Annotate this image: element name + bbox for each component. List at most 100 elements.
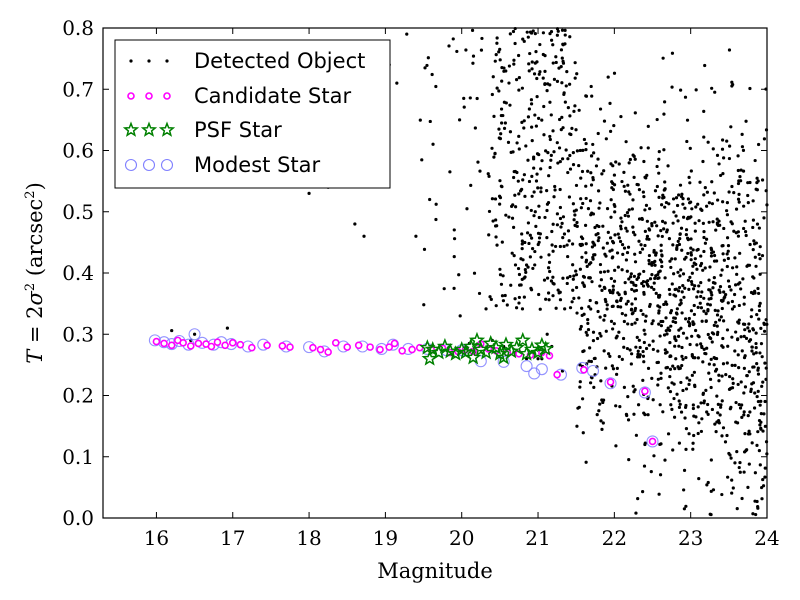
detected-object-point [710, 407, 714, 412]
detected-object-point [422, 247, 427, 251]
detected-object-point [719, 173, 723, 178]
detected-object-point [720, 399, 724, 403]
detected-object-point [577, 296, 581, 300]
detected-object-point [722, 290, 726, 294]
detected-object-point [738, 460, 742, 465]
y-label-unit: (arcsec [23, 199, 47, 283]
detected-object-point [596, 131, 600, 136]
detected-object-point [508, 130, 513, 134]
detected-object-point [558, 216, 563, 221]
detected-object-point [677, 328, 681, 332]
detected-object-point [580, 255, 584, 259]
detected-object-point [742, 226, 746, 231]
detected-object-point [516, 179, 520, 183]
detected-object-point [732, 229, 736, 233]
detected-object-point [591, 142, 595, 147]
detected-object-point [557, 66, 561, 70]
detected-object-point [551, 61, 555, 65]
detected-object-point [699, 401, 703, 405]
detected-object-point [631, 230, 636, 234]
detected-object-point [457, 118, 462, 122]
detected-object-point [553, 184, 557, 189]
detected-object-point [655, 117, 659, 122]
detected-object-point [535, 172, 539, 176]
detected-object-point [661, 56, 665, 60]
detected-object-point [420, 158, 424, 162]
detected-object-point [730, 491, 734, 495]
candidate-star-point [179, 339, 187, 347]
detected-object-point [521, 178, 525, 182]
detected-object-point [728, 374, 732, 379]
detected-object-point [710, 340, 714, 344]
detected-object-point [729, 125, 733, 129]
detected-object-point [739, 287, 743, 291]
detected-object-point [533, 113, 537, 117]
detected-object-point [659, 243, 663, 247]
detected-object-point [688, 181, 692, 185]
detected-object-point [592, 385, 596, 389]
detected-object-point [726, 279, 731, 283]
detected-object-point [510, 216, 515, 220]
detected-object-point [511, 150, 515, 154]
detected-object-point [733, 349, 737, 353]
detected-object-point [556, 29, 560, 33]
detected-object-point [597, 409, 601, 413]
detected-object-point [727, 48, 732, 52]
detected-object-point [702, 109, 706, 114]
detected-object-point [434, 202, 438, 206]
detected-object-point [663, 180, 667, 184]
detected-object-point [566, 254, 570, 259]
detected-object-point [695, 248, 699, 252]
detected-object-point [577, 405, 581, 409]
detected-object-point [680, 290, 684, 294]
candidate-star-point [324, 348, 332, 356]
detected-object-point [580, 313, 584, 318]
detected-object-point [574, 269, 578, 273]
detected-object-point [668, 390, 673, 394]
detected-object-point [671, 243, 675, 247]
detected-object-point [657, 322, 661, 326]
detected-object-point [571, 288, 575, 292]
detected-object-point [535, 152, 540, 156]
detected-object-point [747, 322, 751, 326]
detected-object-point [535, 76, 539, 81]
detected-object-point [543, 54, 547, 58]
detected-object-point [738, 281, 742, 285]
detected-object-point [573, 213, 577, 217]
detected-object-point [699, 281, 703, 285]
detected-object-point [452, 228, 456, 232]
detected-object-point [502, 69, 506, 73]
detected-object-point [753, 391, 757, 395]
detected-object-point [555, 141, 559, 145]
detected-object-point [599, 379, 603, 383]
detected-object-point [670, 85, 674, 89]
detected-object-point [650, 376, 654, 381]
x-tick-label: 16 [144, 526, 169, 550]
detected-object-point [577, 108, 581, 112]
detected-object-point [425, 63, 429, 68]
detected-object-point [714, 320, 718, 324]
detected-object-point [513, 263, 518, 267]
detected-object-point [753, 499, 757, 503]
detected-object-point [765, 322, 769, 326]
detected-object-point [643, 229, 647, 234]
detected-object-point [627, 277, 631, 281]
detected-object-point [544, 297, 548, 301]
detected-object-point [739, 179, 743, 183]
detected-object-point [609, 319, 614, 323]
detected-object-point [633, 321, 637, 325]
detected-object-point [572, 109, 576, 113]
detected-object-point [562, 244, 566, 248]
detected-object-point [571, 242, 575, 246]
detected-object-point [743, 230, 748, 234]
detected-object-point [501, 299, 506, 303]
detected-object-point [620, 268, 624, 272]
detected-object-point [679, 88, 683, 92]
detected-object-point [442, 287, 446, 291]
detected-object-point [626, 394, 630, 399]
detected-object-point [725, 433, 729, 438]
detected-object-point [497, 136, 501, 140]
detected-object-point [755, 222, 760, 226]
candidate-star-point [194, 339, 203, 348]
candidate-star-point [152, 337, 161, 346]
